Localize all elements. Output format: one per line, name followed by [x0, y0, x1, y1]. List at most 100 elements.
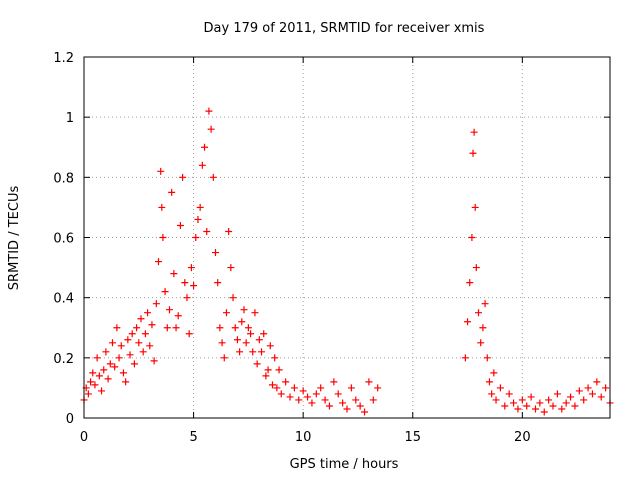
data-point — [176, 221, 184, 229]
data-point — [203, 227, 211, 235]
y-tick-label: 1 — [66, 111, 74, 126]
data-point — [593, 378, 601, 386]
data-point — [157, 167, 165, 175]
data-point — [264, 366, 272, 374]
x-tick-label: 20 — [514, 430, 531, 445]
data-point — [196, 203, 204, 211]
data-point — [115, 354, 123, 362]
data-point — [472, 264, 480, 272]
data-point — [198, 161, 206, 169]
data-point — [220, 354, 228, 362]
y-tick-label: 0.8 — [53, 171, 74, 186]
data-point — [321, 396, 329, 404]
data-point — [286, 393, 294, 401]
y-axis: 0 0.2 0.4 0.6 0.8 1 1.2 — [53, 51, 610, 427]
data-point — [87, 378, 95, 386]
data-point — [602, 384, 610, 392]
data-point — [249, 348, 257, 356]
data-point — [133, 324, 141, 332]
data-point — [222, 309, 230, 317]
data-point — [183, 294, 191, 302]
x-tick-label: 5 — [189, 430, 197, 445]
data-point — [102, 348, 110, 356]
data-point — [152, 300, 160, 308]
y-tick-label: 0.2 — [53, 352, 74, 367]
data-point — [549, 402, 557, 410]
data-point — [95, 372, 103, 380]
y-axis-title: SRMTID / TECUs — [7, 186, 22, 291]
data-point — [148, 321, 156, 329]
data-point — [163, 324, 171, 332]
data-point — [523, 402, 531, 410]
data-point — [124, 336, 132, 344]
data-point — [155, 258, 163, 266]
data-point — [137, 315, 145, 323]
data-point — [93, 354, 101, 362]
data-point — [187, 264, 195, 272]
data-point — [126, 351, 134, 359]
data-point — [262, 372, 270, 380]
data-point — [580, 396, 588, 404]
data-point — [527, 393, 535, 401]
data-point — [98, 387, 106, 395]
data-point — [562, 399, 570, 407]
data-point — [488, 390, 496, 398]
data-point — [485, 378, 493, 386]
data-point — [207, 125, 215, 133]
data-point — [247, 330, 255, 338]
data-point — [212, 249, 219, 257]
data-point — [258, 348, 266, 356]
data-point — [108, 339, 116, 347]
data-point — [584, 384, 592, 392]
data-point — [339, 399, 347, 407]
data-point — [325, 402, 333, 410]
data-point — [273, 384, 281, 392]
data-point — [111, 363, 119, 371]
data-point — [251, 309, 259, 317]
data-point — [347, 384, 355, 392]
data-point — [334, 390, 342, 398]
data-point — [216, 324, 224, 332]
data-point — [470, 128, 478, 136]
data-point — [312, 390, 320, 398]
y-tick-label: 1.2 — [53, 51, 74, 66]
data-point — [130, 360, 138, 368]
x-tick-label: 0 — [80, 430, 88, 445]
data-point — [483, 354, 491, 362]
data-point — [304, 393, 312, 401]
data-point — [161, 288, 169, 296]
data-point — [588, 390, 596, 398]
data-point — [567, 393, 575, 401]
data-point — [174, 312, 182, 320]
data-point — [469, 149, 477, 157]
data-point — [168, 188, 176, 196]
data-point — [496, 384, 504, 392]
data-point — [271, 354, 279, 362]
y-tick-label: 0.6 — [53, 232, 74, 247]
data-point — [238, 318, 246, 326]
data-point — [236, 348, 244, 356]
data-point — [277, 390, 285, 398]
data-point — [510, 399, 518, 407]
data-point — [481, 300, 489, 308]
data-point — [352, 396, 360, 404]
data-point — [240, 306, 248, 314]
data-point — [194, 215, 202, 223]
data-point — [275, 366, 283, 374]
data-point — [165, 306, 173, 314]
data-point — [170, 270, 178, 278]
data-point — [597, 393, 605, 401]
data-point — [260, 330, 268, 338]
x-tick-label: 10 — [295, 430, 312, 445]
data-point — [159, 234, 167, 241]
data-point — [295, 396, 303, 404]
data-point — [461, 354, 469, 362]
data-point — [299, 387, 307, 395]
data-point — [290, 384, 298, 392]
data-point — [266, 342, 274, 350]
data-point — [141, 330, 149, 338]
x-tick-label: 15 — [404, 430, 421, 445]
data-point — [231, 324, 239, 332]
data-point — [479, 324, 487, 332]
data-point — [192, 234, 200, 241]
